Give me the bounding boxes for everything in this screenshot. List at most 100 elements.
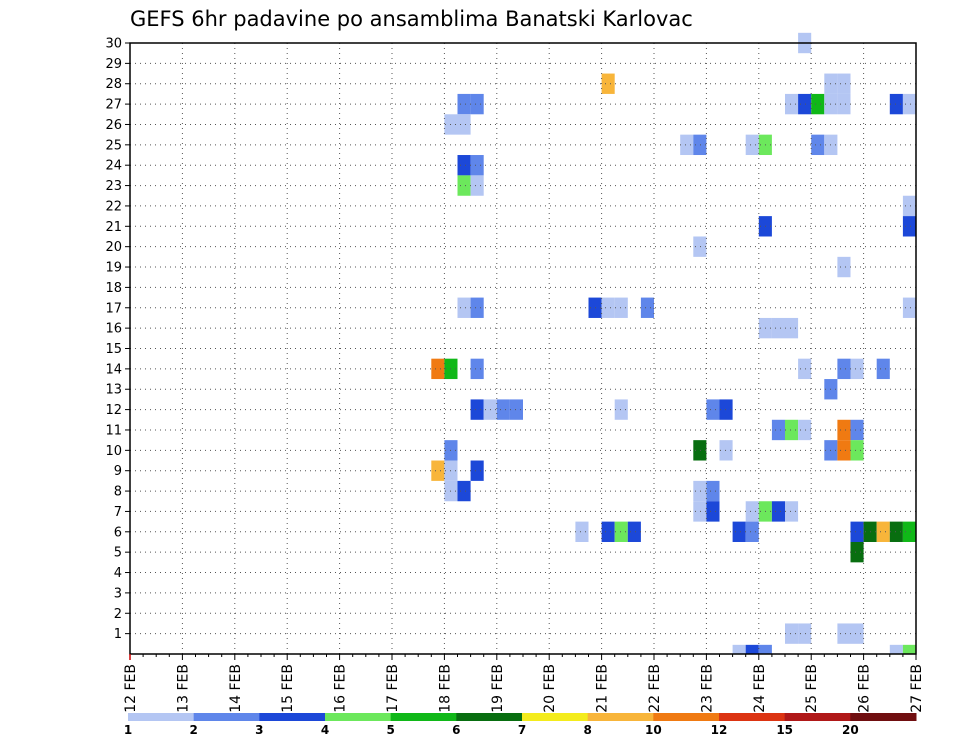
precip-cell xyxy=(851,542,864,562)
precip-cell xyxy=(837,94,850,114)
precip-cell xyxy=(903,522,916,542)
x-tick-label: 19 FEB xyxy=(490,664,506,713)
precip-cell xyxy=(602,522,615,542)
precip-cell xyxy=(431,461,444,481)
y-tick-label: 26 xyxy=(105,118,122,133)
x-tick-label: 16 FEB xyxy=(333,664,349,713)
precip-cell xyxy=(903,196,916,216)
precip-cell xyxy=(706,481,719,501)
precip-cell xyxy=(785,318,798,338)
dotted-grid xyxy=(130,43,916,654)
y-tick-label: 11 xyxy=(105,423,122,438)
precip-cell xyxy=(471,461,484,481)
colorbar-swatch xyxy=(588,713,654,721)
precip-cell xyxy=(785,623,798,643)
x-tick-label: 17 FEB xyxy=(385,664,401,713)
plot-frame xyxy=(130,43,916,654)
y-tick-label: 8 xyxy=(114,485,122,500)
precip-cell xyxy=(706,399,719,419)
colorbar-legend: 1 2 3 4 5 6 7 8 10 12 15 20 xyxy=(124,713,917,737)
colorbar-swatch xyxy=(719,713,785,721)
precip-cell xyxy=(458,298,471,318)
y-tick-label: 13 xyxy=(105,383,122,398)
y-tick-label: 24 xyxy=(105,159,122,174)
x-tick-label: 22 FEB xyxy=(647,664,663,713)
x-tick-label: 26 FEB xyxy=(857,664,873,713)
y-tick-label: 23 xyxy=(105,179,122,194)
colorbar-label: 15 xyxy=(776,723,793,737)
colorbar-swatch xyxy=(325,713,391,721)
y-tick-label: 19 xyxy=(105,261,122,276)
precip-cell xyxy=(471,359,484,379)
precip-cell xyxy=(680,135,693,155)
precip-cell xyxy=(837,257,850,277)
precip-cell xyxy=(903,298,916,318)
y-tick-label: 12 xyxy=(105,403,122,418)
y-tick-label: 27 xyxy=(105,98,122,113)
x-tick-label: 24 FEB xyxy=(752,664,768,713)
precip-cell xyxy=(772,501,785,521)
colorbar-label: 8 xyxy=(583,723,591,737)
precip-cell xyxy=(575,522,588,542)
precip-cell xyxy=(851,359,864,379)
precip-cell xyxy=(903,645,916,654)
x-tick-label: 23 FEB xyxy=(699,664,715,713)
precip-cell xyxy=(785,420,798,440)
y-tick-label: 20 xyxy=(105,240,122,255)
y-tick-label: 1 xyxy=(114,627,122,642)
precip-cell xyxy=(811,94,824,114)
precip-cell xyxy=(431,359,444,379)
precip-cell xyxy=(602,298,615,318)
precip-cell xyxy=(471,175,484,195)
colorbar-label: 20 xyxy=(842,723,859,737)
precip-cell xyxy=(785,94,798,114)
colorbar-label: 3 xyxy=(255,723,263,737)
colorbar-swatch xyxy=(850,713,916,721)
precip-cell xyxy=(458,114,471,134)
precip-cell xyxy=(706,501,719,521)
colorbar-swatch xyxy=(522,713,588,721)
precip-cell xyxy=(471,298,484,318)
precip-cell xyxy=(471,155,484,175)
precip-cell xyxy=(746,645,759,654)
colorbar-swatch xyxy=(456,713,522,721)
y-tick-label: 17 xyxy=(105,301,122,316)
precip-cell xyxy=(877,359,890,379)
precip-cell xyxy=(851,522,864,542)
y-tick-label: 2 xyxy=(114,607,122,622)
precip-cell xyxy=(471,399,484,419)
y-tick-label: 18 xyxy=(105,281,122,296)
precip-cell xyxy=(877,522,890,542)
x-tick-label: 13 FEB xyxy=(175,664,191,713)
x-tick-label: 21 FEB xyxy=(595,664,611,713)
y-tick-label: 5 xyxy=(114,546,122,561)
precip-cell xyxy=(851,623,864,643)
precip-cell xyxy=(811,135,824,155)
colorbar-swatch xyxy=(194,713,260,721)
precip-cells xyxy=(431,33,916,654)
precip-cell xyxy=(851,420,864,440)
x-tick-label: 15 FEB xyxy=(280,664,296,713)
colorbar-swatch xyxy=(391,713,457,721)
precip-cell xyxy=(602,74,615,94)
precip-cell xyxy=(837,440,850,460)
precip-cell xyxy=(641,298,654,318)
y-tick-label: 7 xyxy=(114,505,122,520)
y-tick-label: 9 xyxy=(114,464,122,479)
precip-cell xyxy=(497,399,510,419)
precip-cell xyxy=(746,135,759,155)
precip-cell xyxy=(759,645,772,654)
colorbar-label: 1 xyxy=(124,723,132,737)
precip-cell xyxy=(837,359,850,379)
x-tick-label: 20 FEB xyxy=(542,664,558,713)
y-tick-label: 6 xyxy=(114,525,122,540)
precip-cell xyxy=(458,481,471,501)
colorbar-label: 12 xyxy=(711,723,728,737)
x-tick-label: 27 FEB xyxy=(909,664,925,713)
y-tick-label: 14 xyxy=(105,362,122,377)
precip-cell xyxy=(851,440,864,460)
precip-cell xyxy=(772,318,785,338)
y-tick-label: 30 xyxy=(105,37,122,52)
x-tick-label: 18 FEB xyxy=(437,664,453,713)
precip-cell xyxy=(458,155,471,175)
